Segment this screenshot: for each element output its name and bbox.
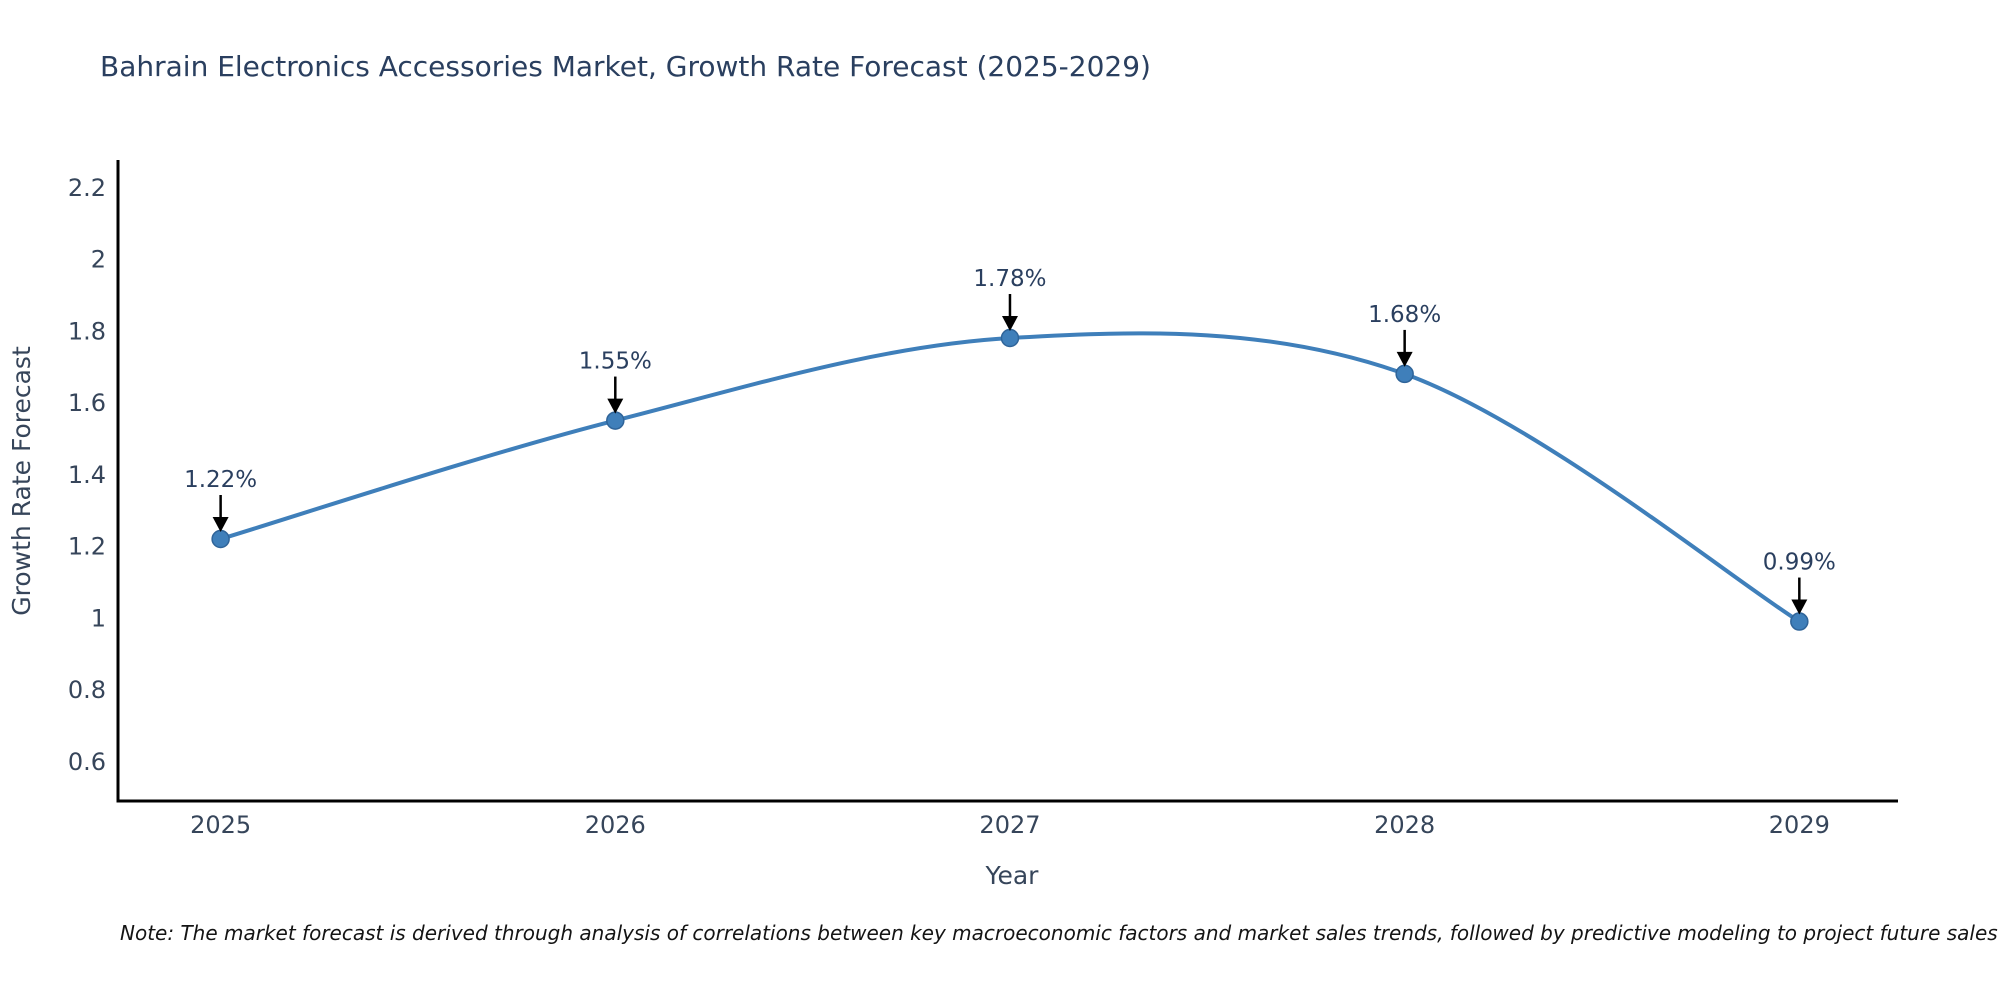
y-axis-title: Growth Rate Forecast: [7, 346, 36, 616]
y-tick-label: 1.8: [68, 317, 106, 345]
data-point-marker: [211, 529, 230, 549]
y-tick-label: 2.2: [68, 174, 106, 202]
data-point-marker: [1395, 364, 1414, 384]
annotation-arrowhead: [212, 517, 229, 533]
y-axis-ticks: 0.6 0.8 1 1.2 1.4 1.6 1.8 2 2.2: [68, 174, 106, 776]
annotation-label: 1.78%: [973, 266, 1046, 292]
data-series: [211, 328, 1809, 631]
annotation-arrowhead: [1001, 316, 1018, 332]
data-point-marker: [1790, 612, 1809, 631]
x-tick-label: 2025: [190, 811, 251, 839]
x-axis-ticks: 2025 2026 2027 2028 2029: [190, 811, 1830, 839]
x-axis-title: Year: [985, 861, 1040, 890]
forecast-line: [220, 331, 1801, 624]
y-tick-label: 1: [91, 604, 106, 632]
y-tick-label: 0.6: [68, 748, 106, 776]
x-tick-label: 2027: [979, 811, 1040, 839]
y-tick-label: 1.4: [68, 461, 106, 489]
y-tick-label: 1.2: [68, 533, 106, 561]
y-tick-label: 2: [91, 246, 106, 274]
annotation-label: 1.22%: [184, 467, 257, 493]
x-tick-label: 2028: [1374, 811, 1435, 839]
chart-title: Bahrain Electronics Accessories Market, …: [100, 50, 1151, 83]
footnote: Note: The market forecast is derived thr…: [120, 921, 1998, 945]
annotation-label: 1.55%: [579, 349, 652, 375]
y-tick-label: 1.6: [68, 389, 106, 417]
annotation-label: 0.99%: [1763, 550, 1836, 576]
annotation-label: 1.68%: [1368, 302, 1441, 328]
data-point-marker: [1000, 328, 1020, 348]
x-tick-label: 2029: [1769, 811, 1830, 839]
annotation-arrowhead: [607, 398, 624, 414]
data-point-marker: [606, 411, 625, 430]
y-tick-label: 0.8: [68, 676, 106, 704]
annotation-arrowhead: [1791, 599, 1808, 615]
annotation-arrowhead: [1396, 351, 1413, 367]
point-annotations: 1.22% 1.55% 1.78% 1.68% 0.99%: [184, 266, 1836, 615]
x-tick-label: 2026: [585, 811, 646, 839]
